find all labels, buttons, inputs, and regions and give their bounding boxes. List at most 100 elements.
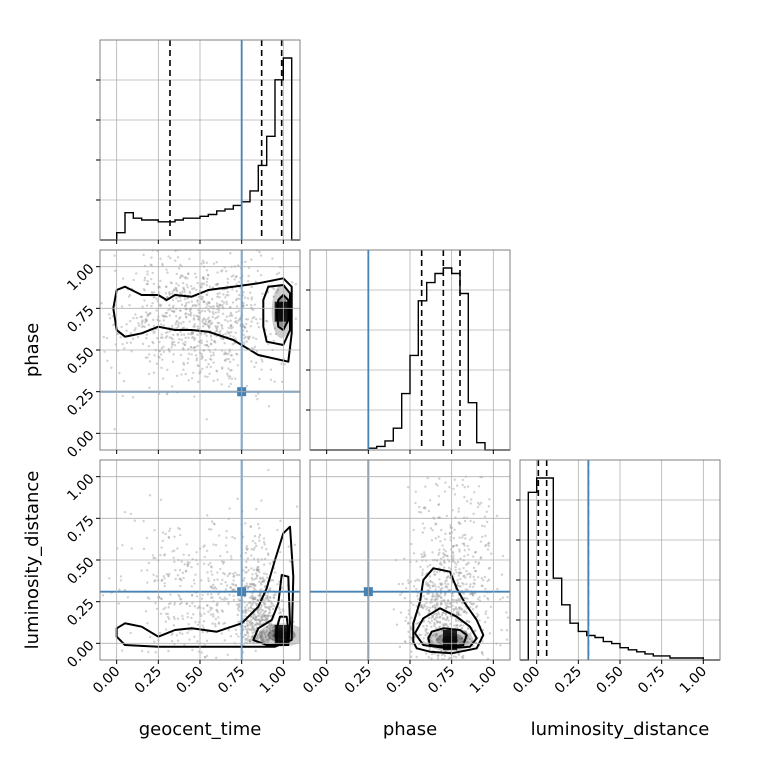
scatter-point <box>259 621 262 624</box>
scatter-point <box>186 564 190 568</box>
scatter-point <box>153 295 156 299</box>
scatter-point <box>205 340 209 343</box>
y-tick-label: 1.00 <box>64 471 97 504</box>
contour-level-3 <box>115 525 295 648</box>
scatter-point <box>430 598 434 601</box>
scatter-point <box>245 566 248 569</box>
scatter-point <box>454 568 457 572</box>
scatter-point <box>433 603 437 607</box>
scatter-point <box>159 304 162 308</box>
scatter-point <box>409 601 413 604</box>
scatter-point <box>210 520 214 523</box>
scatter-point <box>255 508 258 511</box>
scatter-point <box>200 297 203 301</box>
scatter-point <box>264 615 267 618</box>
scatter-point <box>159 597 163 600</box>
scatter-point <box>242 579 245 582</box>
scatter-point <box>494 683 496 685</box>
scatter-point <box>246 630 249 634</box>
scatter-point <box>172 310 175 313</box>
scatter-point <box>205 631 209 634</box>
scatter-point <box>464 630 467 633</box>
scatter-point <box>467 641 470 644</box>
scatter-point <box>190 330 194 334</box>
scatter-point <box>487 567 491 570</box>
scatter-point <box>279 519 282 523</box>
scatter-point <box>237 309 240 313</box>
scatter-point <box>217 311 220 314</box>
x-tick-label: 0.75 <box>215 664 248 697</box>
scatter-point <box>255 602 258 606</box>
scatter-point <box>256 634 259 637</box>
scatter-point <box>256 610 260 613</box>
scatter-point <box>249 640 252 643</box>
scatter-point <box>266 576 269 579</box>
scatter-point <box>164 311 167 315</box>
scatter-point <box>457 521 460 524</box>
scatter-point <box>179 533 182 537</box>
scatter-point <box>262 563 266 566</box>
scatter-point <box>249 638 252 641</box>
scatter-point <box>258 622 261 625</box>
scatter-point <box>259 594 262 597</box>
scatter-point <box>424 597 427 600</box>
contour-level-3 <box>412 567 485 655</box>
scatter-point <box>100 302 103 305</box>
scatter-point <box>165 296 169 299</box>
scatter-point <box>145 536 149 540</box>
scatter-point <box>200 352 203 356</box>
scatter-point <box>234 571 237 574</box>
scatter-point <box>219 567 222 571</box>
scatter-point <box>148 312 152 316</box>
scatter-point <box>152 556 155 560</box>
scatter-point <box>202 562 206 565</box>
scatter-point <box>269 622 273 625</box>
scatter-point <box>467 548 471 551</box>
scatter-point <box>205 269 209 272</box>
scatter-point <box>252 597 255 600</box>
scatter-point <box>422 594 425 598</box>
scatter-point <box>184 315 188 318</box>
scatter-point <box>440 653 444 657</box>
scatter-point <box>470 592 473 595</box>
scatter-point <box>261 580 265 583</box>
scatter-point <box>193 605 197 608</box>
scatter-point <box>249 606 253 609</box>
scatter-point <box>454 599 458 602</box>
scatter-point <box>210 607 214 610</box>
scatter-point <box>268 596 272 599</box>
scatter-point <box>164 532 167 536</box>
scatter-point <box>453 624 456 627</box>
scatter-point <box>451 551 455 554</box>
scatter-point <box>266 595 269 598</box>
scatter-point <box>473 629 476 633</box>
scatter-point <box>244 326 247 330</box>
scatter-point <box>129 512 133 516</box>
scatter-point <box>431 581 434 584</box>
scatter-point <box>207 326 211 329</box>
scatter-point <box>245 582 248 585</box>
scatter-point <box>251 622 254 626</box>
scatter-point <box>203 544 206 547</box>
scatter-point <box>212 522 216 525</box>
scatter-point <box>175 297 178 300</box>
scatter-point <box>206 317 209 321</box>
scatter-point <box>447 575 450 578</box>
scatter-point <box>455 612 459 615</box>
scatter-point <box>253 628 256 631</box>
scatter-point <box>147 345 151 348</box>
scatter-point <box>141 319 144 322</box>
scatter-point <box>259 583 263 586</box>
scatter-point <box>427 656 431 659</box>
scatter-point <box>249 525 252 528</box>
scatter-point <box>224 359 227 362</box>
scatter-point <box>177 323 180 327</box>
scatter-point <box>220 609 224 612</box>
scatter-point <box>174 259 177 262</box>
scatter-point <box>163 577 166 580</box>
scatter-point <box>262 611 266 614</box>
scatter-point <box>142 288 146 291</box>
scatter-point <box>190 616 193 620</box>
scatter-point <box>212 543 215 546</box>
scatter-point <box>207 577 210 580</box>
